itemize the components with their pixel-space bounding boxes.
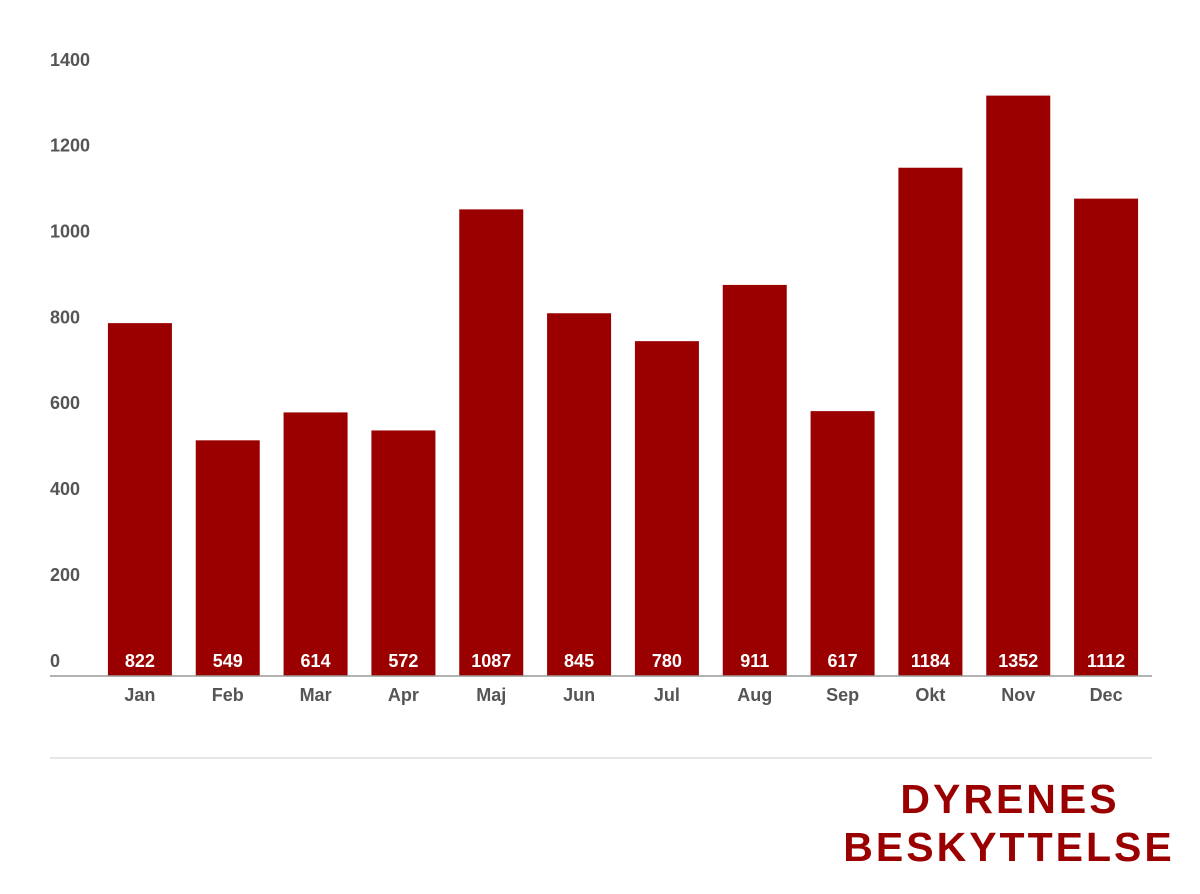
x-tick-label: Okt [915, 685, 945, 705]
x-tick-label: Jan [124, 685, 155, 705]
value-label: 617 [828, 651, 858, 671]
bar [459, 209, 524, 676]
value-label: 614 [301, 651, 331, 671]
bar [634, 341, 699, 676]
value-label: 1184 [911, 651, 950, 671]
x-tick-label: Maj [476, 685, 506, 705]
bar [1074, 198, 1139, 677]
value-label: 822 [125, 651, 155, 671]
x-tick-label: Apr [388, 685, 419, 705]
bar [283, 412, 348, 676]
x-tick-label: Mar [300, 685, 332, 705]
logo-line: BESKYTTELSE [843, 824, 1174, 870]
logo-line: DYRENES [900, 776, 1119, 822]
value-label: 1112 [1087, 651, 1125, 671]
bar [986, 95, 1051, 676]
bar [547, 313, 612, 676]
value-label: 845 [564, 651, 594, 671]
bar [107, 323, 172, 676]
y-tick-label: 1400 [50, 50, 90, 70]
y-tick-label: 1000 [50, 221, 90, 241]
bar [898, 167, 963, 676]
x-tick-label: Aug [737, 685, 772, 705]
y-tick-label: 0 [50, 651, 60, 671]
value-label: 780 [652, 651, 682, 671]
x-tick-label: Feb [212, 685, 244, 705]
value-label: 1352 [998, 651, 1038, 671]
x-tick-label: Jul [654, 685, 680, 705]
x-tick-label: Dec [1090, 685, 1123, 705]
y-tick-label: 1200 [50, 136, 90, 156]
y-tick-label: 200 [50, 565, 80, 585]
bar [371, 430, 436, 676]
x-tick-label: Nov [1001, 685, 1035, 705]
x-tick-label: Jun [563, 685, 595, 705]
y-tick-label: 400 [50, 479, 80, 499]
bar [195, 440, 260, 676]
value-label: 549 [213, 651, 243, 671]
x-tick-label: Sep [826, 685, 859, 705]
y-tick-label: 600 [50, 393, 80, 413]
y-tick-label: 800 [50, 307, 80, 327]
bar [810, 411, 875, 676]
value-label: 911 [740, 651, 769, 671]
bar [722, 284, 787, 676]
value-label: 1087 [471, 651, 511, 671]
value-label: 572 [388, 651, 418, 671]
